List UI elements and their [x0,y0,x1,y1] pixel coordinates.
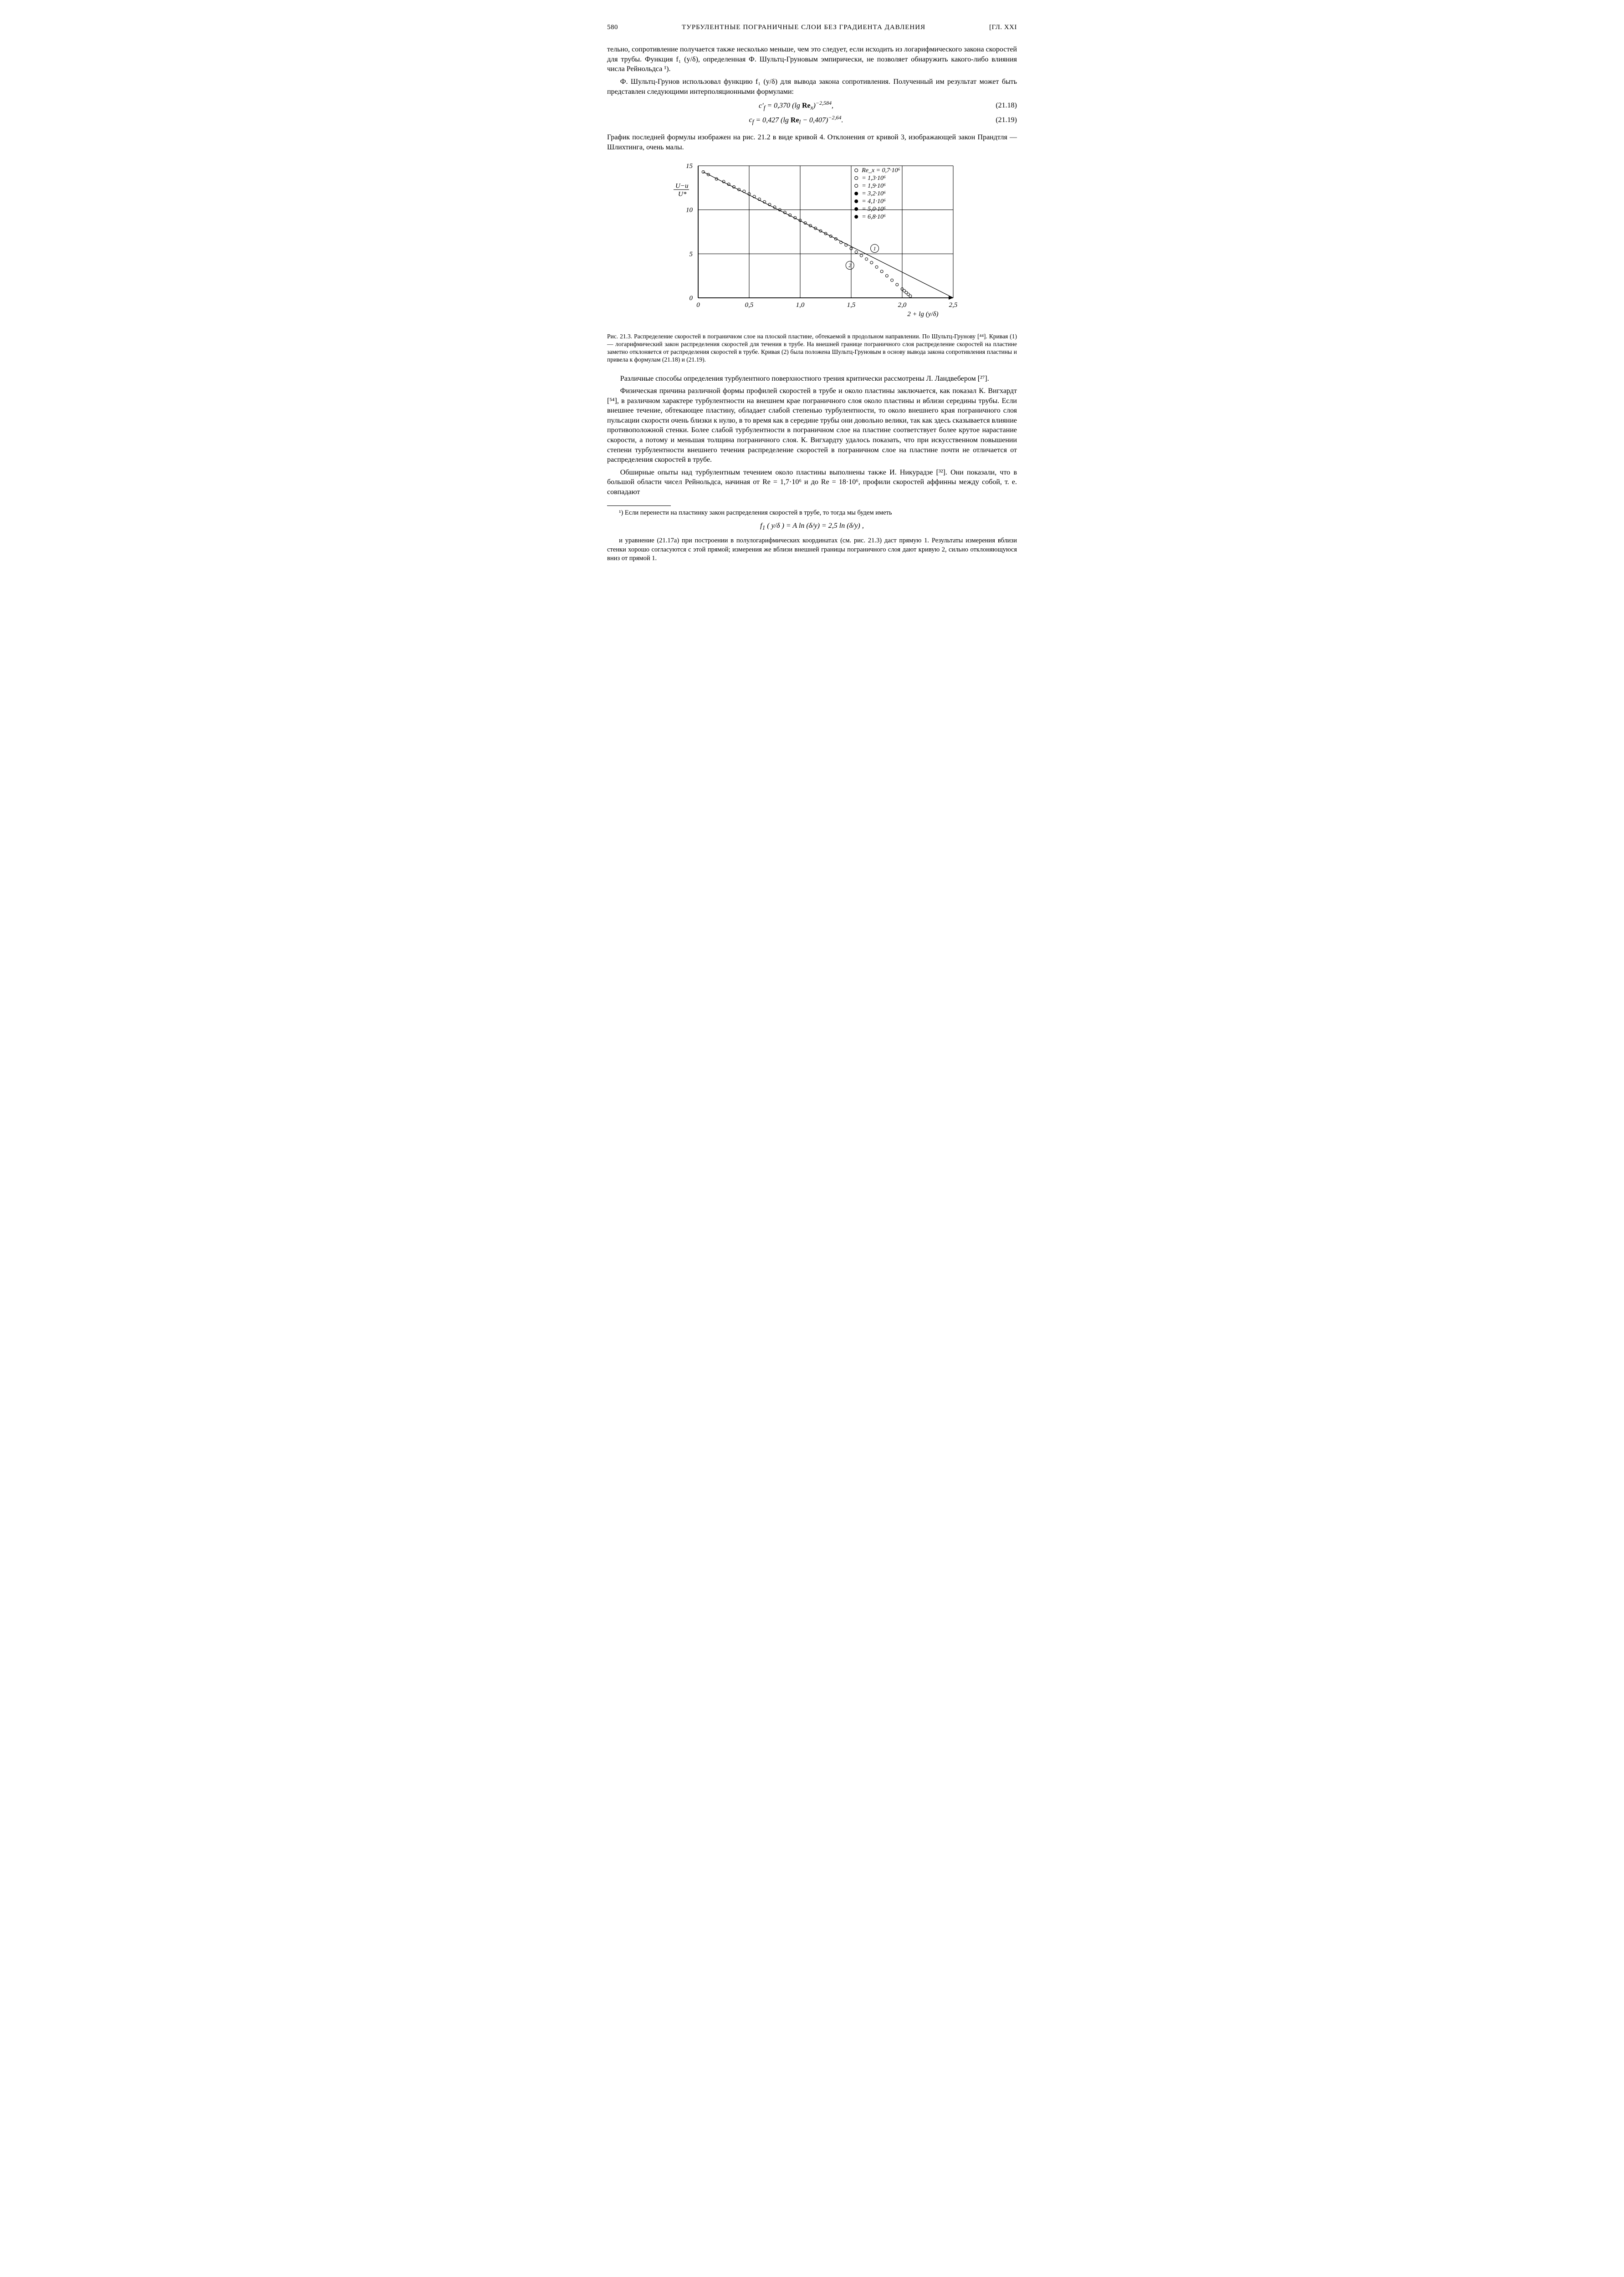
paragraph-1: тельно, сопротивление получается также н… [607,45,1017,74]
svg-text:0: 0 [696,301,700,309]
svg-text:2,0: 2,0 [898,301,907,309]
chapter-mark: [ГЛ. XXI [989,23,1017,32]
paragraph-6: Обширные опыты над турбулентным течением… [607,468,1017,497]
equation-21-18: c′f = 0,370 (lg Rex)−2,584, (21.18) [607,99,1017,112]
svg-text:15: 15 [686,163,693,170]
svg-text:= 1,3·10⁶: = 1,3·10⁶ [862,175,886,182]
svg-text:0: 0 [689,295,693,302]
chart-svg: 1 2 0 0,5 1,0 1,5 2,0 2,5 0 5 10 15 U−uU* 2 + lg (y/δ… [666,161,958,325]
equation-21-19: cf = 0,427 (lg Rel − 0,407)−2,64. (21.19… [607,114,1017,127]
svg-text:U*: U* [678,191,687,198]
equation-formula: cf = 0,427 (lg Rel − 0,407)−2,64. [607,114,985,127]
svg-text:1,5: 1,5 [847,301,856,309]
equation-number: (21.19) [985,115,1017,125]
svg-text:0,5: 0,5 [745,301,754,309]
svg-text:2 + lg (y/δ): 2 + lg (y/δ) [907,311,938,318]
figure-caption: Рис. 21.3. Распределение скоростей в пог… [607,333,1017,364]
paragraph-4: Различные способы определения турбулентн… [607,374,1017,384]
running-header: 580 ТУРБУЛЕНТНЫЕ ПОГРАНИЧНЫЕ СЛОИ БЕЗ ГР… [607,23,1017,32]
svg-text:= 4,1·10⁶: = 4,1·10⁶ [862,198,886,205]
svg-text:2,5: 2,5 [949,301,958,309]
svg-text:= 5,0·10⁶: = 5,0·10⁶ [862,206,886,213]
equation-number: (21.18) [985,101,1017,111]
footnote-separator [607,505,671,506]
svg-text:= 1,9·10⁶: = 1,9·10⁶ [862,183,886,189]
svg-text:= 6,8·10⁶: = 6,8·10⁶ [862,214,886,220]
svg-text:1: 1 [873,245,876,252]
equation-formula: c′f = 0,370 (lg Rex)−2,584, [607,99,985,112]
svg-text:U−u: U−u [675,183,688,190]
paragraph-5: Физическая причина различной формы профи… [607,386,1017,465]
figure-21-3: 1 2 0 0,5 1,0 1,5 2,0 2,5 0 5 10 15 U−uU* 2 + lg (y/δ… [666,161,958,328]
svg-text:Re_x = 0,7·10⁶: Re_x = 0,7·10⁶ [861,167,900,174]
paragraph-2: Ф. Шультц-Грунов использовал функцию f₁ … [607,77,1017,97]
svg-text:5: 5 [689,251,693,258]
paragraph-3: График последней формулы изображен на ри… [607,133,1017,152]
running-title: ТУРБУЛЕНТНЫЕ ПОГРАНИЧНЫЕ СЛОИ БЕЗ ГРАДИЕ… [682,23,925,32]
svg-text:10: 10 [686,207,693,214]
page-number: 580 [607,23,618,32]
footnote-equation: f1 ( y/δ ) = A ln (δ/y) = 2,5 ln (δ/y) , [607,521,1017,532]
footnote-lead: ¹) Если перенести на пластинку закон рас… [607,509,1017,518]
svg-text:= 3,2·10⁶: = 3,2·10⁶ [862,190,886,197]
footnote-tail: и уравнение (21.17а) при построении в по… [607,536,1017,563]
svg-text:1,0: 1,0 [796,301,805,309]
svg-text:2: 2 [848,262,851,269]
